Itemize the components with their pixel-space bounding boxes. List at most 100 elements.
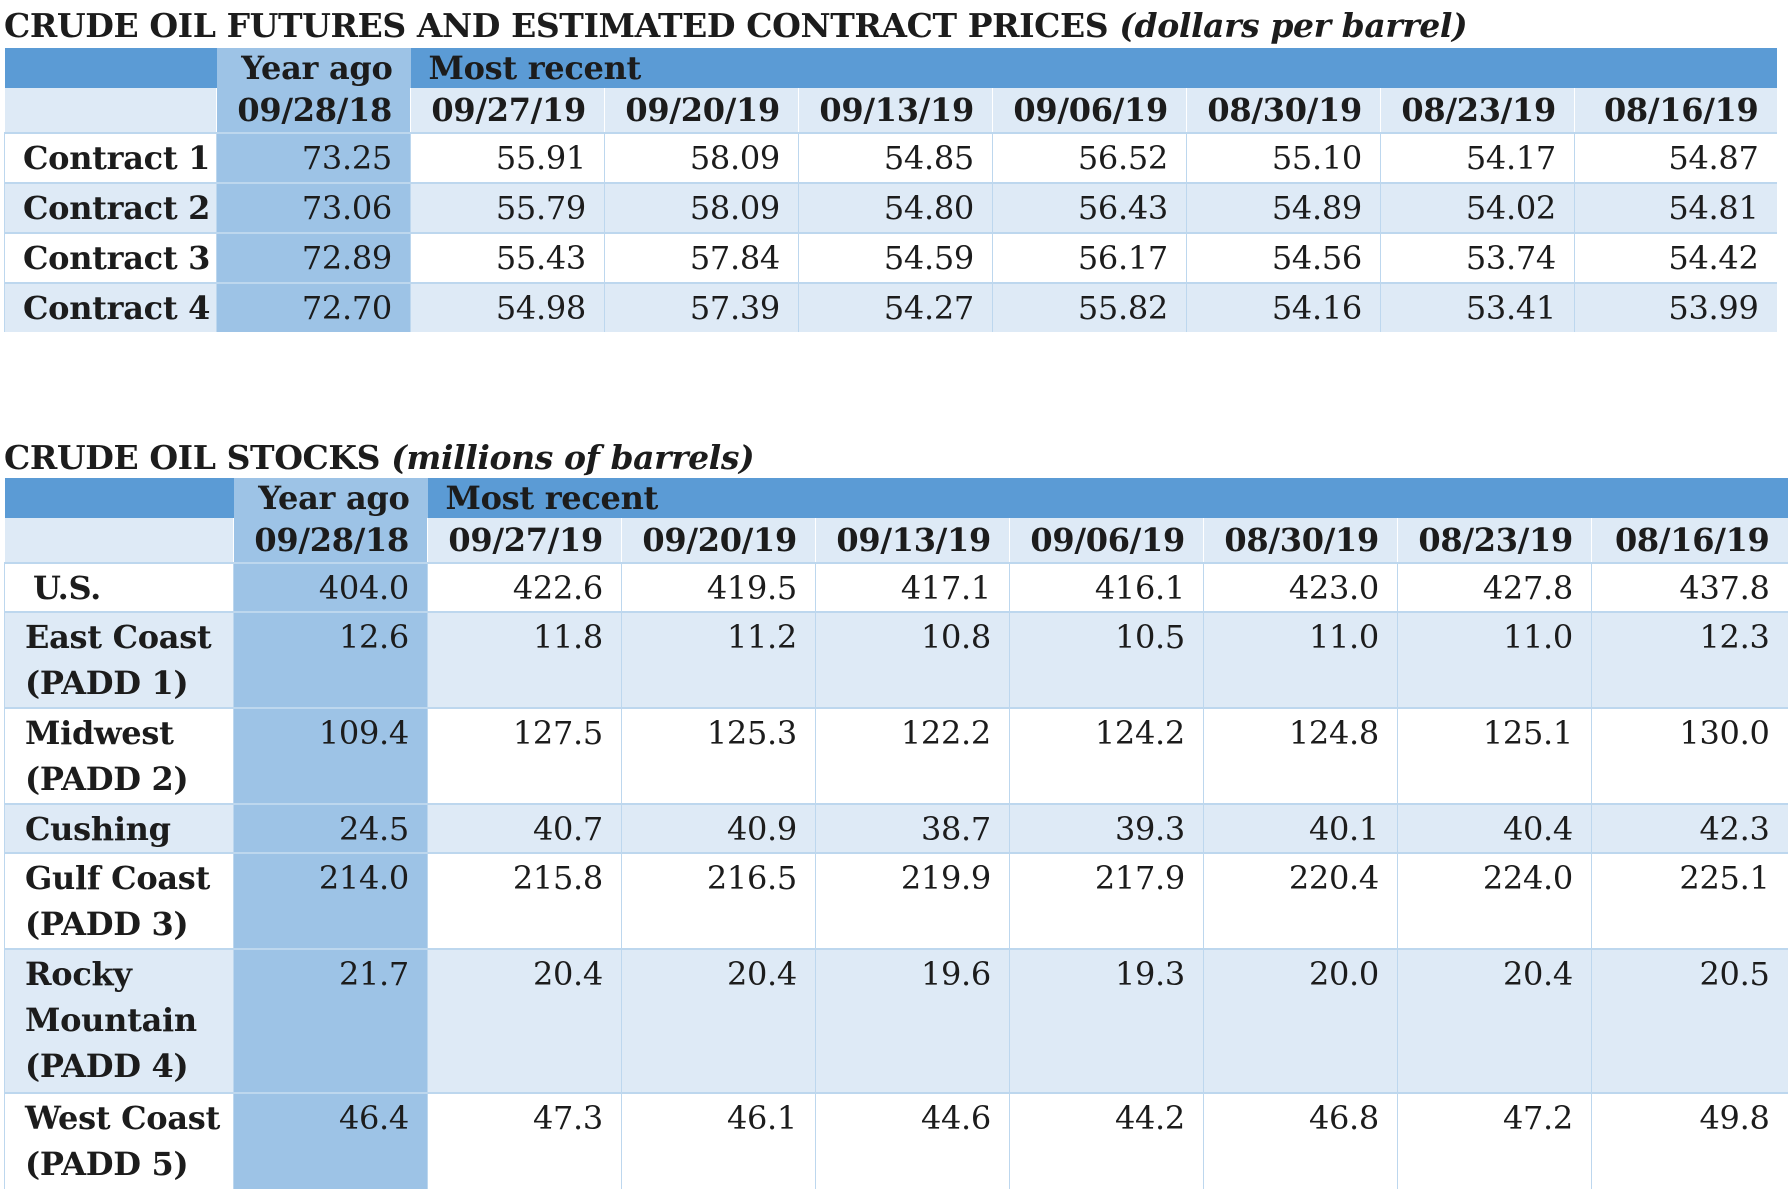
table-cell: 11.0 [1397,611,1592,708]
stocks-title-main: CRUDE OIL STOCKS [4,438,381,477]
row-label-text: U.S. [33,569,102,607]
table-cell: 11.0 [1203,611,1398,708]
table-cell: 20.0 [1203,948,1398,1093]
row-label: U.S. [4,562,234,612]
table-cell: 20.4 [1397,948,1592,1093]
row-label: Contract 1 [4,132,217,183]
table-cell: 54.56 [1186,232,1381,283]
stocks-most-recent-label: Most recent [427,478,1788,518]
row-label: Contract 2 [4,182,217,233]
table-cell: 437.8 [1590,562,1788,612]
stocks-date-header: 09/06/19 [1009,518,1204,563]
stocks-date-corner [4,518,234,563]
table-cell: 215.8 [427,852,622,949]
futures-table: Year ago Most recent 09/28/18 09/27/19 0… [4,48,1777,332]
table-cell: 20.4 [427,948,622,1093]
futures-row-contract-4: Contract 4 72.70 54.98 57.39 54.27 55.82… [4,282,1777,332]
row-label: Gulf Coast (PADD 3) [4,852,234,949]
table-cell: 38.7 [815,803,1010,853]
table-cell: 427.8 [1397,562,1592,612]
table-cell: 44.2 [1009,1092,1204,1189]
futures-date-corner [4,88,217,133]
stocks-row-us: U.S. 404.0 422.6 419.5 417.1 416.1 423.0… [4,562,1788,612]
table-cell: 73.25 [216,132,411,183]
table-cell: 11.8 [427,611,622,708]
table-cell: 217.9 [1009,852,1204,949]
futures-date-header: 09/13/19 [798,88,993,133]
table-cell: 225.1 [1590,852,1788,949]
stocks-band-corner [4,478,234,518]
table-cell: 55.82 [992,282,1187,332]
table-cell: 417.1 [815,562,1010,612]
row-label: Cushing [4,803,234,853]
table-cell: 55.43 [410,232,605,283]
table-cell: 54.17 [1380,132,1575,183]
table-cell: 46.1 [621,1092,816,1189]
table-cell: 46.8 [1203,1092,1398,1189]
row-label: Contract 3 [4,232,217,283]
futures-most-recent-label: Most recent [410,48,1777,88]
table-cell: 54.85 [798,132,993,183]
stocks-title-unit: (millions of barrels) [391,438,755,477]
table-cell: 216.5 [621,852,816,949]
stocks-row-gulf-coast: Gulf Coast (PADD 3) 214.0 215.8 216.5 21… [4,852,1788,949]
table-cell: 20.5 [1590,948,1788,1093]
table-cell: 42.3 [1590,803,1788,853]
stocks-row-rocky-mountain: Rocky Mountain (PADD 4) 21.7 20.4 20.4 1… [4,948,1788,1093]
table-cell: 49.8 [1590,1092,1788,1189]
table-cell: 122.2 [815,707,1010,804]
table-cell: 54.89 [1186,182,1381,233]
table-cell: 124.8 [1203,707,1398,804]
stocks-section-title: CRUDE OIL STOCKS (millions of barrels) [4,438,755,478]
table-cell: 24.5 [233,803,428,853]
table-cell: 19.3 [1009,948,1204,1093]
futures-date-header: 09/27/19 [410,88,605,133]
table-cell: 419.5 [621,562,816,612]
row-label: East Coast (PADD 1) [4,611,234,708]
stocks-date-header: 08/23/19 [1397,518,1592,563]
table-cell: 56.52 [992,132,1187,183]
table-cell: 125.1 [1397,707,1592,804]
stocks-row-cushing: Cushing 24.5 40.7 40.9 38.7 39.3 40.1 40… [4,803,1788,853]
table-cell: 21.7 [233,948,428,1093]
futures-section-title: CRUDE OIL FUTURES AND ESTIMATED CONTRACT… [4,6,1468,46]
table-cell: 54.87 [1573,132,1777,183]
stocks-row-west-coast: West Coast (PADD 5) 46.4 47.3 46.1 44.6 … [4,1092,1788,1189]
table-cell: 214.0 [233,852,428,949]
table-cell: 10.5 [1009,611,1204,708]
futures-row-contract-1: Contract 1 73.25 55.91 58.09 54.85 56.52… [4,132,1777,183]
stocks-date-header: 09/13/19 [815,518,1010,563]
futures-date-row: 09/28/18 09/27/19 09/20/19 09/13/19 09/0… [4,88,1777,133]
futures-band-row: Year ago Most recent [4,48,1777,88]
stocks-date-header: 09/20/19 [621,518,816,563]
table-cell: 72.89 [216,232,411,283]
futures-row-contract-2: Contract 2 73.06 55.79 58.09 54.80 56.43… [4,182,1777,233]
table-cell: 46.4 [233,1092,428,1189]
table-cell: 130.0 [1590,707,1788,804]
table-cell: 54.80 [798,182,993,233]
row-label: Rocky Mountain (PADD 4) [4,948,234,1093]
table-cell: 53.41 [1380,282,1575,332]
futures-date-header: 08/16/19 [1573,88,1777,133]
table-cell: 109.4 [233,707,428,804]
row-label: Midwest (PADD 2) [4,707,234,804]
table-cell: 54.59 [798,232,993,283]
table-cell: 47.2 [1397,1092,1592,1189]
stocks-table: Year ago Most recent 09/28/18 09/27/19 0… [4,478,1788,1189]
table-cell: 55.10 [1186,132,1381,183]
table-cell: 55.79 [410,182,605,233]
futures-date-header: 08/23/19 [1380,88,1575,133]
table-cell: 58.09 [604,132,799,183]
table-cell: 19.6 [815,948,1010,1093]
table-cell: 11.2 [621,611,816,708]
table-cell: 124.2 [1009,707,1204,804]
table-cell: 53.74 [1380,232,1575,283]
table-cell: 56.43 [992,182,1187,233]
stocks-date-header: 09/28/18 [233,518,428,563]
table-cell: 125.3 [621,707,816,804]
table-cell: 224.0 [1397,852,1592,949]
table-cell: 12.6 [233,611,428,708]
table-cell: 73.06 [216,182,411,233]
table-cell: 56.17 [992,232,1187,283]
stocks-date-row: 09/28/18 09/27/19 09/20/19 09/13/19 09/0… [4,518,1788,563]
